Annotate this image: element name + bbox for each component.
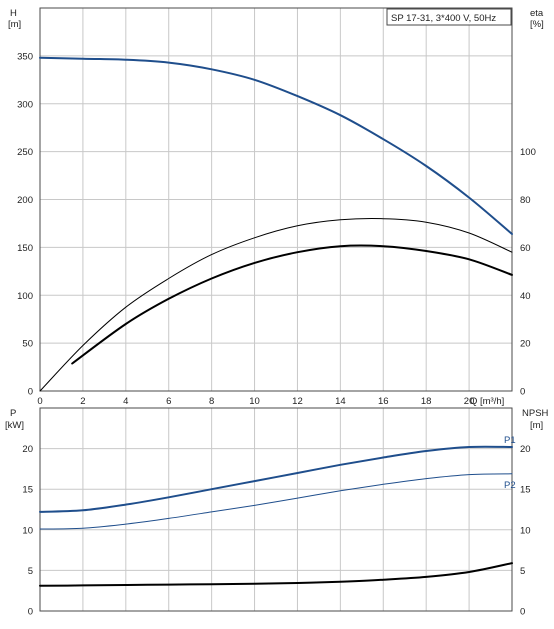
top-panel: H [m] eta [%] SP 17-31, 3*400 V, 50Hz 0 2…: [8, 7, 544, 407]
x-tick-label: 6: [166, 396, 171, 407]
top-plot-frame: [39, 7, 513, 392]
top-right-axis-unit: [%]: [530, 19, 544, 30]
top-right-axis-label: eta: [530, 8, 544, 19]
right-tick-label: 100: [520, 147, 536, 158]
bottom-right-axis-label: NPSH: [522, 408, 549, 419]
left-tick-label: 300: [17, 99, 33, 110]
right-tick-label: 0: [520, 387, 525, 398]
bottom-left-axis-unit: [kW]: [5, 420, 24, 431]
left-tick-label: 350: [17, 51, 33, 62]
right-tick-label: 0: [520, 607, 525, 618]
right-tick-label: 20: [520, 339, 531, 350]
top-x-axis-label: Q: [470, 396, 477, 407]
x-tick-label: 14: [335, 396, 346, 407]
series-line-P2: [39, 473, 513, 530]
left-tick-label: 0: [28, 607, 33, 618]
left-tick-label: 150: [17, 243, 33, 254]
series-line-eta-2: [71, 244, 513, 365]
left-tick-label: 250: [17, 147, 33, 158]
left-tick-label: 0: [28, 387, 33, 398]
pump-label: SP 17-31, 3*400 V, 50Hz: [391, 13, 496, 24]
series-line-npsh: [39, 562, 513, 587]
right-tick-label: 20: [520, 444, 531, 455]
bottom-left-axis-label: P: [10, 408, 16, 419]
right-tick-label: 5: [520, 566, 525, 577]
x-tick-label: 10: [249, 396, 260, 407]
bottom-grid: [39, 408, 512, 612]
x-tick-label: 20: [464, 396, 475, 407]
top-series: [39, 56, 513, 392]
x-tick-label: 16: [378, 396, 389, 407]
right-tick-label: 40: [520, 291, 531, 302]
bottom-plot-frame: [39, 407, 513, 612]
series-label-P2: P2: [504, 480, 516, 491]
right-tick-label: 60: [520, 243, 531, 254]
x-tick-label: 12: [292, 396, 303, 407]
left-tick-label: 10: [22, 525, 33, 536]
top-left-axis-label: H: [10, 8, 17, 19]
bottom-right-axis-unit: [m]: [530, 420, 543, 431]
x-tick-label: 2: [80, 396, 85, 407]
top-x-axis-unit: [m³/h]: [480, 396, 504, 407]
series-line-P1: [39, 445, 513, 513]
right-tick-label: 15: [520, 485, 531, 496]
left-tick-label: 20: [22, 444, 33, 455]
bottom-series-labels: P1 P2: [504, 435, 516, 491]
right-tick-label: 80: [520, 195, 531, 206]
top-left-axis-unit: [m]: [8, 19, 21, 30]
series-label-P1: P1: [504, 435, 516, 446]
left-tick-label: 100: [17, 291, 33, 302]
bottom-panel: P [kW] NPSH [m] 0 5 10 15 20 0 5 10 15 20 P1 P2: [5, 407, 549, 618]
bottom-series: [39, 445, 513, 587]
x-tick-label: 18: [421, 396, 432, 407]
left-tick-label: 50: [22, 339, 33, 350]
series-line-eta-1: [39, 218, 513, 392]
bottom-tick-labels: 0 5 10 15 20 0 5 10 15 20: [22, 444, 530, 617]
left-tick-label: 200: [17, 195, 33, 206]
series-line-head: [39, 56, 513, 235]
right-tick-label: 10: [520, 525, 531, 536]
left-tick-label: 5: [28, 566, 33, 577]
top-tick-labels: 0 2 4 6 8 10 12 14 16 18 2005010015020025030035002…: [17, 51, 536, 407]
x-tick-label: 8: [209, 396, 214, 407]
left-tick-label: 15: [22, 485, 33, 496]
pump-label-box: [386, 8, 512, 26]
x-tick-label: 4: [123, 396, 128, 407]
x-tick-label: 0: [37, 396, 42, 407]
